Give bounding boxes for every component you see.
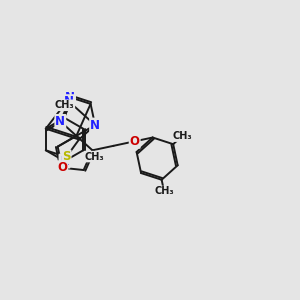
Text: S: S [62, 151, 70, 164]
Text: CH₃: CH₃ [84, 152, 104, 162]
Text: N: N [55, 115, 65, 128]
Text: O: O [130, 135, 140, 148]
Text: CH₃: CH₃ [154, 187, 174, 196]
Text: N: N [64, 95, 74, 108]
Text: CH₃: CH₃ [172, 131, 192, 141]
Text: N: N [59, 154, 70, 168]
Text: CH₃: CH₃ [55, 100, 74, 110]
Text: N: N [65, 91, 75, 104]
Text: O: O [57, 161, 67, 174]
Text: N: N [90, 118, 100, 131]
